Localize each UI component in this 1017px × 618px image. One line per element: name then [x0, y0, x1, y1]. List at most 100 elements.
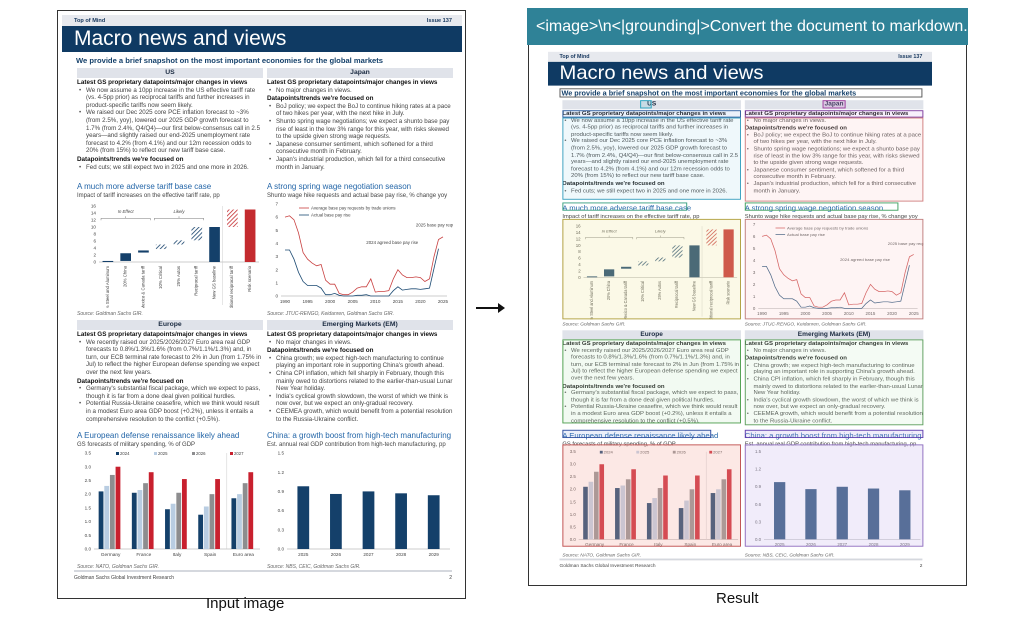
- y-tick-label: 1.5: [570, 499, 577, 504]
- section-heading: Japan: [267, 68, 453, 78]
- y-tick-label: 4: [93, 246, 96, 251]
- section-europe: Europe Latest GS proprietary datapoints/m…: [77, 320, 263, 423]
- y-tick-label: 0.5: [85, 533, 92, 538]
- chart-subtitle: GS forecasts of military spending, % of …: [562, 441, 676, 448]
- y-tick-label: 6: [753, 234, 756, 239]
- bar: [689, 245, 700, 278]
- legend-label: 2024: [120, 451, 130, 456]
- legend-label: 2027: [234, 451, 244, 456]
- y-tick-label: 1.5: [85, 505, 92, 510]
- x-tick-label: Limited Mexico & Canada tariff: [140, 265, 145, 308]
- annotation: 2025 base pay requests: [888, 241, 924, 246]
- y-tick-label: 7: [753, 222, 756, 227]
- chart-subtitle: Shunto wage hike requests and actual bas…: [744, 214, 918, 220]
- chart-defense: A European defense renaissance likely ah…: [562, 432, 741, 560]
- latest-views-label: Latest GS proprietary datapoints/major c…: [744, 110, 909, 117]
- annotation: 2024 agreed base pay rise: [366, 240, 419, 245]
- bullet-item: Japanese consumer sentiment, which softe…: [267, 141, 453, 156]
- y-tick-label: 2: [275, 267, 278, 272]
- chart-wages: A strong spring wage negotiation season S…: [267, 182, 464, 318]
- chart-subtitle: Shunto wage hike requests and actual bas…: [267, 193, 448, 199]
- y-tick-label: 10: [91, 225, 97, 230]
- x-tick-label: Limited Mexico & Canada tariff: [623, 280, 628, 319]
- annotation: In Effect: [602, 229, 618, 234]
- bar: [198, 514, 204, 549]
- latest-views-label: Latest GS proprietary datapoints/major c…: [562, 110, 727, 117]
- y-tick-label: 0.9: [278, 489, 285, 494]
- section-us: US Latest GS proprietary datapoints/major…: [562, 100, 741, 194]
- x-tick-label: 25% Steel and Aluminum: [105, 266, 110, 308]
- latest-views-label: Latest GS proprietary datapoints/major c…: [562, 340, 727, 347]
- y-tick-label: 8: [93, 232, 96, 237]
- bar: [689, 489, 695, 540]
- x-tick-label: 2005: [348, 299, 359, 304]
- legend-label: 2025: [640, 450, 650, 455]
- y-tick-label: 3.0: [570, 462, 577, 467]
- section-heading: Europe: [562, 330, 741, 340]
- legend-label: 2026: [677, 450, 687, 455]
- y-tick-label: 1.5: [278, 451, 285, 456]
- result-document: Top of Mind Issue 137 Macro news and vie…: [548, 50, 933, 580]
- x-tick-label: 2027: [837, 542, 847, 547]
- y-tick-label: 3.0: [85, 464, 92, 469]
- x-tick-label: 1990: [280, 299, 291, 304]
- bullet-item: We recently raised our 2025/2026/2027 Eu…: [77, 339, 263, 377]
- header-left: Top of Mind: [74, 18, 106, 24]
- bullet-item: India's cyclical growth slowdown, the wo…: [745, 397, 924, 411]
- bullet-item: India's cyclical growth slowdown, the wo…: [267, 393, 453, 408]
- chart-title: China: a growth boost from high-tech man…: [744, 431, 922, 440]
- x-tick-label: 2028: [869, 542, 879, 547]
- legend-label: Average base pay requests by trade union…: [787, 226, 868, 231]
- legend-label: 2024: [604, 450, 614, 455]
- y-tick-label: 0.6: [755, 502, 762, 507]
- y-tick-label: 2.0: [570, 487, 577, 492]
- y-tick-label: 2: [578, 269, 581, 274]
- chart-title: A much more adverse tariff base case: [77, 182, 212, 191]
- bar: [774, 482, 786, 540]
- chart-svg: 0.0 0.5 1.0 1.5 2.0 2.5 3.0 3.5 Germany France Ita…: [570, 449, 739, 547]
- x-tick-label: Germany: [101, 552, 121, 558]
- y-tick-label: 12: [91, 218, 97, 223]
- y-tick-label: 14: [91, 211, 97, 216]
- section-us: US Latest GS proprietary datapoints/major…: [77, 68, 263, 171]
- bar: [726, 469, 732, 540]
- y-tick-label: 10: [576, 243, 582, 248]
- y-tick-label: 14: [576, 230, 582, 235]
- y-tick-label: 8: [578, 249, 581, 254]
- bracket: [154, 216, 204, 221]
- x-tick-label: Italy: [654, 542, 663, 547]
- chart-source: Source: NATO, Goldman Sachs GIR.: [77, 563, 160, 570]
- chart-source: Source: NBS, CEIC, Goldman Sachs GIR.: [267, 563, 361, 570]
- bar: [594, 471, 599, 540]
- issue-number: Issue 137: [898, 54, 923, 61]
- x-tick-label: 2028: [396, 552, 407, 557]
- chart-source: Source: NBS, CEIC, Goldman Sachs GIR.: [744, 552, 835, 559]
- legend-label: Average base pay requests by trade union…: [311, 206, 396, 211]
- bar: [244, 209, 256, 262]
- latest-views-list: No major changes in views.: [267, 339, 453, 347]
- bar: [638, 261, 649, 266]
- bar: [836, 486, 848, 540]
- x-tick-label: Spain: [684, 542, 696, 547]
- bar: [143, 483, 148, 549]
- section-japan: Japan Latest GS proprietary datapoints/ma…: [744, 100, 924, 194]
- legend-swatch: [636, 450, 640, 454]
- document-page: Top of Mind Issue 137 Macro news and vie…: [62, 13, 464, 593]
- section-japan: Japan Latest GS proprietary datapoints/ma…: [267, 68, 453, 171]
- section-heading: Emerging Markets (EM): [267, 320, 453, 330]
- chart-subtitle: Est. annual real GDP contribution from h…: [744, 441, 917, 448]
- page-number: 2: [449, 575, 452, 581]
- bullet-item: We now assume a 10pp increase in the US …: [562, 117, 741, 138]
- arrow-right-icon: [476, 303, 505, 313]
- bullet-item: BoJ policy; we expect the BoJ to continu…: [745, 132, 924, 146]
- page-footer: Goldman Sachs Global Investment Research…: [74, 575, 452, 583]
- chart-source: Source: Goldman Sachs GIR.: [77, 310, 143, 317]
- bullet-item: We raised our Dec 2025 core PCE inflatio…: [562, 138, 741, 180]
- footer-divider: [74, 570, 452, 572]
- focus-list: Germany's substantial fiscal package, wh…: [77, 385, 263, 423]
- latest-views-list: We now assume a 10pp increase in the US …: [562, 117, 741, 179]
- y-tick-label: 2.0: [85, 492, 92, 497]
- chart-source: Source: Goldman Sachs GIR.: [562, 321, 626, 328]
- bar: [721, 479, 727, 540]
